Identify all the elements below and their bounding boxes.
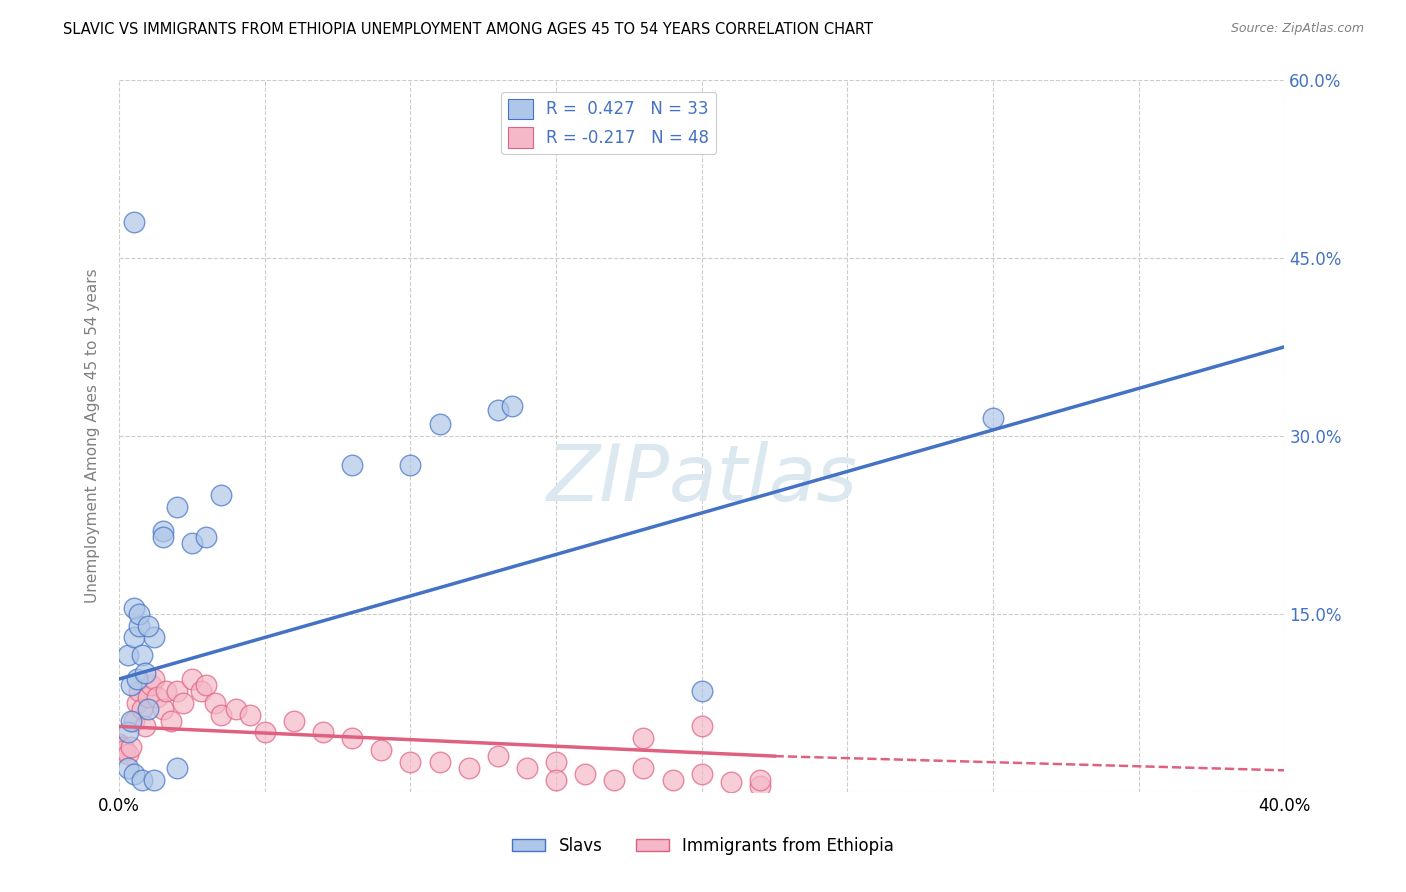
Point xyxy=(122,215,145,229)
Point xyxy=(544,755,567,769)
Legend: Slavs, Immigrants from Ethiopia: Slavs, Immigrants from Ethiopia xyxy=(505,830,901,862)
Point xyxy=(136,690,159,704)
Point xyxy=(204,696,226,710)
Point xyxy=(117,648,139,663)
Point xyxy=(633,731,655,746)
Point xyxy=(749,779,772,793)
Point xyxy=(166,500,188,514)
Point xyxy=(114,743,136,757)
Point xyxy=(128,618,150,632)
Point xyxy=(720,775,742,789)
Point xyxy=(155,684,177,698)
Point xyxy=(122,631,145,645)
Point xyxy=(633,761,655,775)
Point xyxy=(457,761,479,775)
Point xyxy=(429,417,451,431)
Point xyxy=(128,684,150,698)
Point xyxy=(136,618,159,632)
Point xyxy=(180,672,202,686)
Point xyxy=(122,714,145,728)
Text: ZIPatlas: ZIPatlas xyxy=(547,441,858,516)
Point xyxy=(690,719,713,733)
Point xyxy=(690,767,713,781)
Point xyxy=(143,631,166,645)
Legend: R =  0.427   N = 33, R = -0.217   N = 48: R = 0.427 N = 33, R = -0.217 N = 48 xyxy=(501,92,716,154)
Point xyxy=(399,458,422,473)
Point xyxy=(981,411,1004,425)
Point xyxy=(125,672,148,686)
Point xyxy=(486,749,509,764)
Point xyxy=(160,714,183,728)
Point xyxy=(603,772,626,787)
Point xyxy=(152,524,174,538)
Point xyxy=(122,600,145,615)
Point xyxy=(429,755,451,769)
Point xyxy=(209,488,232,502)
Text: Source: ZipAtlas.com: Source: ZipAtlas.com xyxy=(1230,22,1364,36)
Point xyxy=(239,707,262,722)
Point xyxy=(370,743,392,757)
Point xyxy=(399,755,422,769)
Point xyxy=(312,725,335,739)
Point xyxy=(117,747,139,761)
Text: SLAVIC VS IMMIGRANTS FROM ETHIOPIA UNEMPLOYMENT AMONG AGES 45 TO 54 YEARS CORREL: SLAVIC VS IMMIGRANTS FROM ETHIOPIA UNEMP… xyxy=(63,22,873,37)
Point xyxy=(139,678,162,692)
Point xyxy=(225,701,247,715)
Point xyxy=(122,767,145,781)
Point xyxy=(120,714,142,728)
Point xyxy=(120,678,142,692)
Point xyxy=(117,761,139,775)
Point xyxy=(117,725,139,739)
Point xyxy=(120,739,142,754)
Point xyxy=(128,607,150,621)
Point xyxy=(111,739,134,754)
Point xyxy=(166,761,188,775)
Point xyxy=(125,696,148,710)
Point xyxy=(180,535,202,549)
Point xyxy=(749,772,772,787)
Point xyxy=(516,761,538,775)
Point xyxy=(190,684,212,698)
Point xyxy=(172,696,194,710)
Point xyxy=(340,458,363,473)
Point xyxy=(152,530,174,544)
Point xyxy=(134,666,156,681)
Y-axis label: Unemployment Among Ages 45 to 54 years: Unemployment Among Ages 45 to 54 years xyxy=(86,268,100,603)
Point xyxy=(146,690,169,704)
Point xyxy=(195,530,218,544)
Point xyxy=(661,772,683,787)
Point xyxy=(195,678,218,692)
Point xyxy=(143,772,166,787)
Point xyxy=(166,684,188,698)
Point xyxy=(136,701,159,715)
Point xyxy=(501,399,523,413)
Point xyxy=(131,772,153,787)
Point xyxy=(152,701,174,715)
Point xyxy=(486,402,509,417)
Point xyxy=(283,714,305,728)
Point xyxy=(143,672,166,686)
Point xyxy=(134,719,156,733)
Point xyxy=(108,737,131,751)
Point xyxy=(574,767,596,781)
Point xyxy=(253,725,276,739)
Point xyxy=(340,731,363,746)
Point xyxy=(209,707,232,722)
Point xyxy=(544,772,567,787)
Point xyxy=(690,684,713,698)
Point xyxy=(131,701,153,715)
Point xyxy=(131,648,153,663)
